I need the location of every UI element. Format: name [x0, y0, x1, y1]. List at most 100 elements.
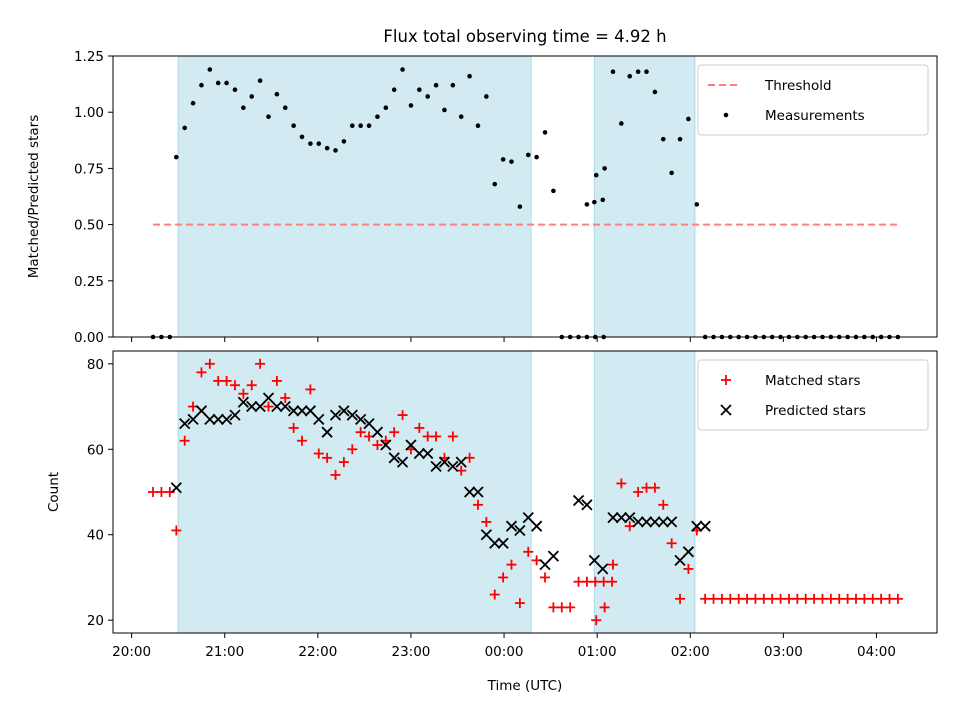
top-series-0-point-32 — [417, 87, 422, 93]
top-series-0-point-62 — [627, 73, 633, 79]
top-series-0-point-15 — [274, 91, 280, 97]
bottom-series-1-point-18 — [321, 426, 333, 438]
top-series-0-point-70 — [694, 202, 700, 207]
bottom-series-0-point-57 — [599, 602, 610, 613]
bottom-series-1-point-53 — [632, 516, 644, 528]
top-series-0-point-37 — [458, 114, 464, 119]
bottom-series-0-point-30 — [397, 410, 408, 421]
bottom-series-1-point-29 — [413, 447, 425, 460]
bottom-series-0-point-45 — [523, 546, 534, 557]
top-series-0-point-31 — [408, 103, 414, 108]
bottom-series-0-point-10 — [229, 380, 240, 391]
bottom-series-0-point-87 — [850, 593, 861, 604]
x-tick-label-5: 01:00 — [578, 644, 617, 660]
bottom-series-0-point-74 — [742, 593, 753, 604]
bottom-series-0-point-56 — [591, 615, 602, 626]
bottom-legend-label-0: Matched stars — [765, 373, 861, 389]
bottom-series-0-point-67 — [683, 563, 694, 574]
bottom-series-1-point-2 — [187, 413, 199, 426]
top-series-0-point-42 — [500, 157, 506, 162]
bottom-series-0-point-48 — [548, 602, 559, 613]
bottom-series-1-point-52 — [624, 511, 636, 524]
top-series-0-point-22 — [333, 148, 338, 153]
bottom-series-0-point-20 — [313, 448, 324, 459]
top-series-0-point-24 — [349, 123, 355, 128]
top-y-tick-label-3: 0.75 — [74, 161, 104, 177]
bottom-series-0-point-89 — [867, 593, 878, 604]
bottom-series-1-point-3 — [195, 405, 208, 417]
top-series-0-point-65 — [652, 89, 658, 95]
bottom-series-1-point-5 — [212, 413, 224, 426]
bottom-series-0-point-82 — [809, 593, 820, 604]
bottom-series-0-point-24 — [347, 444, 358, 455]
bottom-series-0-point-34 — [431, 431, 442, 442]
top-series-0-point-18 — [299, 134, 305, 140]
bottom-plot-frame — [112, 350, 938, 634]
bottom-series-1-point-61 — [699, 520, 711, 532]
bottom-series-0-point-17 — [288, 422, 299, 433]
bottom-series-1-point-27 — [396, 456, 409, 468]
bottom-series-1-point-20 — [338, 405, 350, 417]
bottom-series-0-point-43 — [506, 559, 517, 570]
top-series-0-point-27 — [375, 114, 380, 119]
top-y-axis-label: Matched/Predicted stars — [26, 115, 42, 278]
bottom-series-1-point-43 — [531, 520, 543, 532]
bottom-series-0-point-39 — [472, 499, 483, 510]
bottom-series-0-point-66 — [675, 593, 686, 604]
top-series-0-point-34 — [433, 82, 439, 88]
bottom-series-1-point-6 — [220, 413, 233, 426]
x-tick-label-7: 03:00 — [764, 644, 803, 660]
top-series-0-point-69 — [686, 116, 691, 122]
top-series-0-point-9 — [224, 80, 229, 86]
bottom-series-1-point-39 — [497, 537, 509, 549]
top-shaded-span-1 — [593, 55, 696, 338]
top-series-0-point-11 — [241, 105, 246, 111]
bottom-y-tick-label-2: 60 — [87, 442, 104, 458]
bottom-legend: Matched stars Predicted stars — [697, 359, 929, 431]
top-series-0-point-7 — [207, 67, 213, 72]
top-series-0-point-13 — [257, 78, 263, 84]
bottom-series-1-point-15 — [296, 405, 308, 417]
top-series-0-point-36 — [450, 82, 456, 88]
bottom-series-0-point-90 — [876, 593, 887, 604]
bottom-series-1-point-44 — [539, 558, 551, 571]
bottom-series-0-point-8 — [213, 375, 224, 386]
bottom-series-0-point-21 — [322, 452, 333, 463]
bottom-series-0-point-54 — [598, 576, 609, 587]
bottom-series-0-point-83 — [817, 593, 828, 604]
bottom-series-1-point-30 — [422, 447, 434, 460]
bottom-series-1-point-47 — [581, 499, 593, 511]
bottom-series-0-point-7 — [204, 358, 215, 369]
bottom-series-0-point-84 — [825, 593, 836, 604]
top-series-0-point-29 — [391, 87, 397, 93]
bottom-series-1-point-4 — [204, 413, 216, 426]
bottom-series-0-point-6 — [196, 367, 207, 378]
bottom-series-1-point-45 — [547, 550, 560, 562]
bottom-series-0-point-23 — [338, 457, 349, 468]
bottom-series-1-point-25 — [380, 439, 392, 451]
bottom-series-0-point-33 — [422, 431, 433, 442]
top-series-0-point-47 — [542, 130, 548, 135]
bottom-series-0-point-78 — [775, 593, 786, 604]
top-series-0-point-3 — [174, 154, 179, 160]
bottom-series-0-point-52 — [581, 576, 592, 587]
bottom-series-0-point-65 — [666, 538, 677, 549]
x-tick-label-6: 02:00 — [671, 644, 710, 660]
bottom-series-1-point-11 — [262, 392, 275, 404]
bottom-series-0-point-13 — [255, 358, 266, 369]
bottom-series-1-point-48 — [588, 554, 601, 567]
bottom-series-1-point-60 — [691, 520, 703, 532]
bottom-series-0-point-72 — [725, 593, 736, 604]
bottom-series-1-point-17 — [313, 413, 325, 426]
bottom-series-0-point-58 — [607, 559, 618, 570]
bottom-series-0-point-41 — [489, 589, 500, 600]
bottom-series-1-point-0 — [170, 482, 182, 494]
top-series-0-point-4 — [182, 125, 187, 131]
bottom-series-0-point-40 — [481, 516, 492, 527]
top-y-tick-label-5: 1.25 — [74, 49, 104, 65]
top-series-0-point-66 — [660, 136, 666, 142]
bottom-series-1-point-12 — [271, 400, 283, 413]
top-series-0-point-61 — [619, 121, 624, 126]
bottom-series-1-point-58 — [674, 554, 686, 567]
top-series-0-point-28 — [383, 105, 389, 111]
